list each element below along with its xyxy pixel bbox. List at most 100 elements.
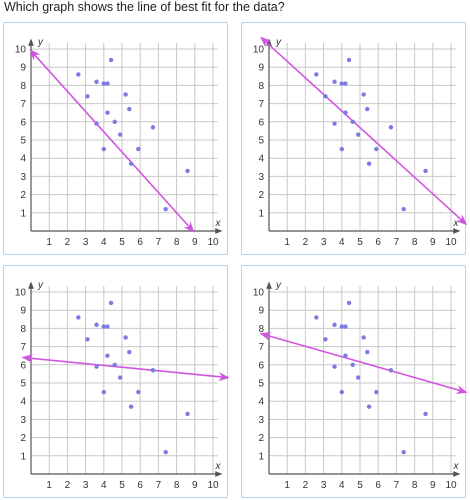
data-point <box>365 106 370 112</box>
data-point <box>343 81 348 86</box>
y-tick-label: 2 <box>258 433 264 444</box>
answer-option-1[interactable]: 1 2 3 4 5 6 7 8 9 10 1 2 3 4 5 6 7 8 9 10 x y <box>3 22 228 255</box>
data-point <box>85 94 90 99</box>
line-of-best-fit <box>29 49 195 233</box>
data-point <box>332 364 337 369</box>
y-tick-label: 2 <box>258 190 264 201</box>
data-point <box>314 72 319 77</box>
x-tick-label: 3 <box>83 480 89 491</box>
data-point <box>76 72 81 77</box>
y-tick-label: 7 <box>258 342 264 353</box>
data-point <box>76 315 81 320</box>
data-point <box>128 161 134 166</box>
x-tick-label: 7 <box>156 480 162 491</box>
x-tick-label: 3 <box>83 237 89 248</box>
y-tick-label: 8 <box>258 324 264 335</box>
y-tick-label: 7 <box>20 99 26 110</box>
data-point <box>101 146 107 152</box>
x-tick-label: 8 <box>174 237 180 248</box>
data-point <box>123 92 128 97</box>
x-tick-label: 4 <box>339 480 345 491</box>
data-point <box>343 110 348 115</box>
data-point <box>185 168 190 174</box>
y-tick-label: 9 <box>258 63 264 74</box>
y-tick-label: 5 <box>20 379 26 390</box>
data-point <box>346 300 352 306</box>
x-tick-label: 1 <box>284 237 290 248</box>
y-tick-label: 9 <box>20 306 26 317</box>
y-tick-label: 6 <box>20 117 26 128</box>
x-tick-label: 9 <box>192 237 198 248</box>
x-tick-label: 3 <box>321 237 327 248</box>
question-text: Which graph shows the line of best fit f… <box>4 0 285 14</box>
x-tick-label: 10 <box>207 480 219 491</box>
y-tick-label: 7 <box>20 342 26 353</box>
data-point <box>423 168 428 174</box>
data-point <box>136 146 141 152</box>
data-point <box>101 389 107 395</box>
x-tick-label: 9 <box>430 480 436 491</box>
x-tick-label: 6 <box>375 480 381 491</box>
y-tick-label: 5 <box>20 136 26 147</box>
data-point <box>117 132 123 137</box>
line-of-best-fit <box>259 332 467 394</box>
data-point <box>339 389 344 395</box>
data-point <box>365 349 370 355</box>
data-point <box>332 322 337 327</box>
data-point <box>374 389 379 395</box>
data-point <box>94 322 99 327</box>
y-tick-label: 4 <box>258 397 264 408</box>
data-point <box>401 206 406 212</box>
data-point <box>85 337 90 342</box>
data-point <box>108 300 114 306</box>
y-tick-label: 2 <box>20 190 26 201</box>
y-tick-label: 9 <box>20 63 26 74</box>
x-tick-label: 10 <box>445 237 457 248</box>
x-tick-label: 8 <box>174 480 180 491</box>
data-point <box>332 79 337 84</box>
x-tick-label: 10 <box>445 480 457 491</box>
x-tick-label: 6 <box>137 480 143 491</box>
data-point <box>101 324 107 329</box>
y-tick-label: 1 <box>258 451 264 462</box>
scatter-plot-1: 1 2 3 4 5 6 7 8 9 10 1 2 3 4 5 6 7 8 9 10 x y <box>15 37 223 248</box>
y-axis-label: y <box>275 37 282 48</box>
x-tick-label: 6 <box>375 237 381 248</box>
x-tick-label: 1 <box>46 480 52 491</box>
x-tick-label: 5 <box>357 237 363 248</box>
y-tick-label: 4 <box>258 154 264 165</box>
y-tick-label: 6 <box>20 360 26 371</box>
y-tick-label: 9 <box>258 306 264 317</box>
data-point <box>346 57 352 63</box>
data-point <box>423 411 428 417</box>
y-tick-label: 1 <box>20 451 26 462</box>
data-point <box>94 364 99 369</box>
y-tick-label: 5 <box>258 136 264 147</box>
y-axis-label: y <box>37 37 44 48</box>
data-point <box>323 337 328 342</box>
answer-option-4[interactable]: 1 2 3 4 5 6 7 8 9 10 1 2 3 4 5 6 7 8 9 10 x y <box>241 265 467 498</box>
data-point <box>136 389 141 395</box>
x-tick-label: 9 <box>192 480 198 491</box>
y-tick-label: 10 <box>15 45 27 56</box>
y-tick-label: 4 <box>20 154 26 165</box>
x-tick-label: 5 <box>119 237 125 248</box>
x-tick-label: 4 <box>339 237 345 248</box>
y-axis-label: y <box>37 280 44 291</box>
x-tick-label: 5 <box>357 480 363 491</box>
answer-option-3[interactable]: 1 2 3 4 5 6 7 8 9 10 1 2 3 4 5 6 7 8 9 10 x y <box>3 265 229 498</box>
x-tick-label: 7 <box>394 237 400 248</box>
data-point <box>150 368 156 373</box>
data-point <box>185 411 190 417</box>
x-axis-label: x <box>453 461 460 472</box>
data-point <box>127 106 132 112</box>
data-point <box>361 335 366 340</box>
scatter-plot-3: 1 2 3 4 5 6 7 8 9 10 1 2 3 4 5 6 7 8 9 10 x y <box>15 280 229 491</box>
data-point <box>323 94 328 99</box>
x-tick-label: 4 <box>101 237 107 248</box>
x-tick-label: 7 <box>156 237 162 248</box>
data-point <box>117 375 123 380</box>
answer-option-2[interactable]: 1 2 3 4 5 6 7 8 9 10 1 2 3 4 5 6 7 8 9 10 x y <box>241 22 467 255</box>
y-tick-label: 7 <box>258 99 264 110</box>
data-point <box>314 315 319 320</box>
